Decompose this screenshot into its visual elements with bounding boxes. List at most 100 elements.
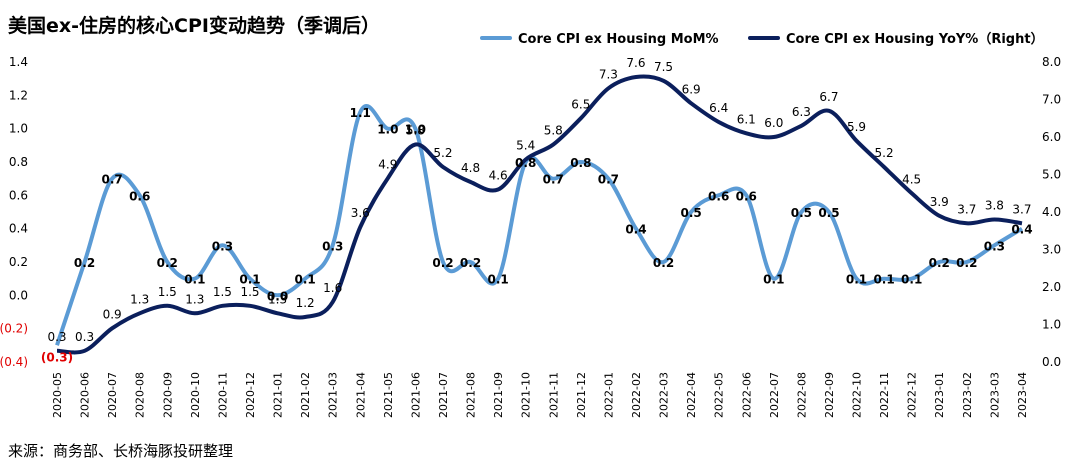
x-tick-label: 2020-09 (161, 372, 174, 418)
data-label-yoy: 5.4 (516, 139, 535, 153)
x-tick-label: 2021-08 (465, 372, 478, 418)
left-tick-label: 0.0 (9, 288, 28, 302)
data-label-yoy: 3.6 (351, 206, 370, 220)
x-tick-label: 2020-05 (51, 372, 64, 418)
x-tick-label: 2021-01 (272, 372, 285, 418)
x-tick-label: 2020-10 (189, 372, 202, 418)
data-label-yoy: 6.1 (737, 112, 756, 126)
data-label-yoy: 0.3 (47, 330, 66, 344)
data-label-yoy: 7.5 (654, 60, 673, 74)
right-axis: 0.0 1.0 2.0 3.0 4.0 5.0 6.0 7.0 8.0 (1042, 55, 1061, 369)
series-lines (55, 74, 1024, 355)
x-tick-label: 2021-06 (409, 372, 422, 418)
data-label-yoy: 1.5 (213, 285, 232, 299)
x-tick-label: 2022-11 (878, 372, 891, 418)
x-tick-label: 2021-04 (354, 372, 367, 418)
data-label-yoy: 5.2 (875, 146, 894, 160)
data-label-mom: 0.2 (460, 256, 481, 270)
data-label-mom: 0.3 (984, 239, 1005, 253)
data-label-yoy: 3.7 (1012, 202, 1031, 216)
series-line-yoy (56, 74, 1023, 355)
data-label-mom: 0.6 (129, 189, 150, 203)
data-label-yoy: 6.9 (682, 82, 701, 96)
left-tick-label: 0.2 (9, 255, 28, 269)
data-label-yoy: 1.3 (130, 292, 149, 306)
data-label-yoy: 0.9 (103, 307, 122, 321)
x-axis: 2020-05 2020-06 2020-07 2020-08 2020-09 2020-… (51, 372, 1029, 418)
x-tick-label: 2021-03 (327, 372, 340, 418)
data-label-mom: 0.3 (322, 239, 343, 253)
x-tick-label: 2023-02 (961, 372, 974, 418)
data-label-yoy: 1.3 (185, 292, 204, 306)
data-label-mom: 0.1 (846, 273, 867, 287)
data-label-yoy: 6.4 (709, 101, 728, 115)
x-tick-label: 2023-03 (988, 372, 1001, 418)
series-line-mom (55, 103, 1024, 346)
right-tick-label: 1.0 (1042, 318, 1061, 332)
left-tick-label: (0.4) (0, 355, 28, 369)
data-label-mom: 0.1 (294, 273, 315, 287)
data-label-mom: 0.8 (570, 156, 591, 170)
data-label-yoy: 4.5 (902, 172, 921, 186)
x-tick-label: 2022-06 (740, 372, 753, 418)
data-label-mom: 0.1 (901, 273, 922, 287)
data-label-mom: 0.6 (736, 189, 757, 203)
data-label-mom: 0.4 (1011, 223, 1032, 237)
data-label-mom: (0.3) (41, 350, 73, 364)
x-tick-label: 2022-01 (602, 372, 615, 418)
left-tick-label: 0.4 (9, 222, 28, 236)
x-tick-label: 2021-05 (382, 372, 395, 418)
data-label-yoy: 4.8 (461, 161, 480, 175)
data-label-yoy: 1.5 (240, 285, 259, 299)
data-label-mom: 1.0 (377, 123, 398, 137)
data-label-yoy: 0.3 (75, 330, 94, 344)
data-label-mom: 0.2 (929, 256, 950, 270)
right-tick-label: 2.0 (1042, 280, 1061, 294)
x-tick-label: 2020-06 (79, 372, 92, 418)
data-label-yoy: 5.9 (847, 120, 866, 134)
x-tick-label: 2022-09 (823, 372, 836, 418)
x-tick-label: 2021-07 (437, 372, 450, 418)
left-tick-label: 1.2 (9, 88, 28, 102)
data-label-mom: 0.8 (515, 156, 536, 170)
left-tick-label: 0.8 (9, 155, 28, 169)
data-label-yoy: 1.6 (323, 281, 342, 295)
right-tick-label: 7.0 (1042, 93, 1061, 107)
x-tick-label: 2020-08 (134, 372, 147, 418)
left-tick-label: 0.6 (9, 188, 28, 202)
data-label-mom: 0.0 (267, 289, 288, 303)
left-tick-label: 1.4 (9, 55, 28, 69)
data-label-mom: 0.7 (598, 173, 619, 187)
source-note: 来源：商务部、长桥海豚投研整理 (8, 442, 233, 460)
chart-title: 美国ex-住房的核心CPI变动趋势（季调后） (8, 14, 380, 37)
data-labels: 0.3 0.3 0.9 1.3 1.5 1.3 1.5 1.5 1.3 1.2 1.6 3.6 4.9 5… (41, 56, 1033, 364)
data-label-yoy: 4.6 (489, 169, 508, 183)
left-tick-label: (0.2) (0, 322, 28, 336)
x-tick-label: 2022-07 (768, 372, 781, 418)
x-tick-label: 2020-12 (244, 372, 257, 418)
x-tick-label: 2021-02 (299, 372, 312, 418)
data-label-mom: 0.1 (763, 273, 784, 287)
data-label-yoy: 1.2 (296, 296, 315, 310)
data-label-yoy: 7.3 (599, 67, 618, 81)
x-tick-label: 2021-10 (520, 372, 533, 418)
x-tick-label: 2023-04 (1016, 372, 1029, 418)
data-label-yoy: 6.3 (792, 105, 811, 119)
data-label-yoy: 3.7 (957, 202, 976, 216)
data-label-mom: 1.1 (350, 106, 371, 120)
data-label-mom: 0.2 (74, 256, 95, 270)
data-label-mom: 0.4 (625, 223, 646, 237)
data-label-mom: 0.6 (708, 189, 729, 203)
data-label-mom: 0.1 (487, 273, 508, 287)
right-tick-label: 8.0 (1042, 55, 1061, 69)
data-label-mom: 0.3 (212, 239, 233, 253)
right-tick-label: 3.0 (1042, 243, 1061, 257)
data-label-yoy: 1.3 (268, 292, 287, 306)
left-axis: (0.4) (0.2) 0.0 0.2 0.4 0.6 0.8 1.0 1.2 1.4 (0, 55, 28, 369)
data-label-mom: 0.7 (102, 173, 123, 187)
data-label-yoy: 5.8 (406, 124, 425, 138)
data-label-mom: 0.5 (818, 206, 839, 220)
data-label-yoy: 6.5 (571, 97, 590, 111)
